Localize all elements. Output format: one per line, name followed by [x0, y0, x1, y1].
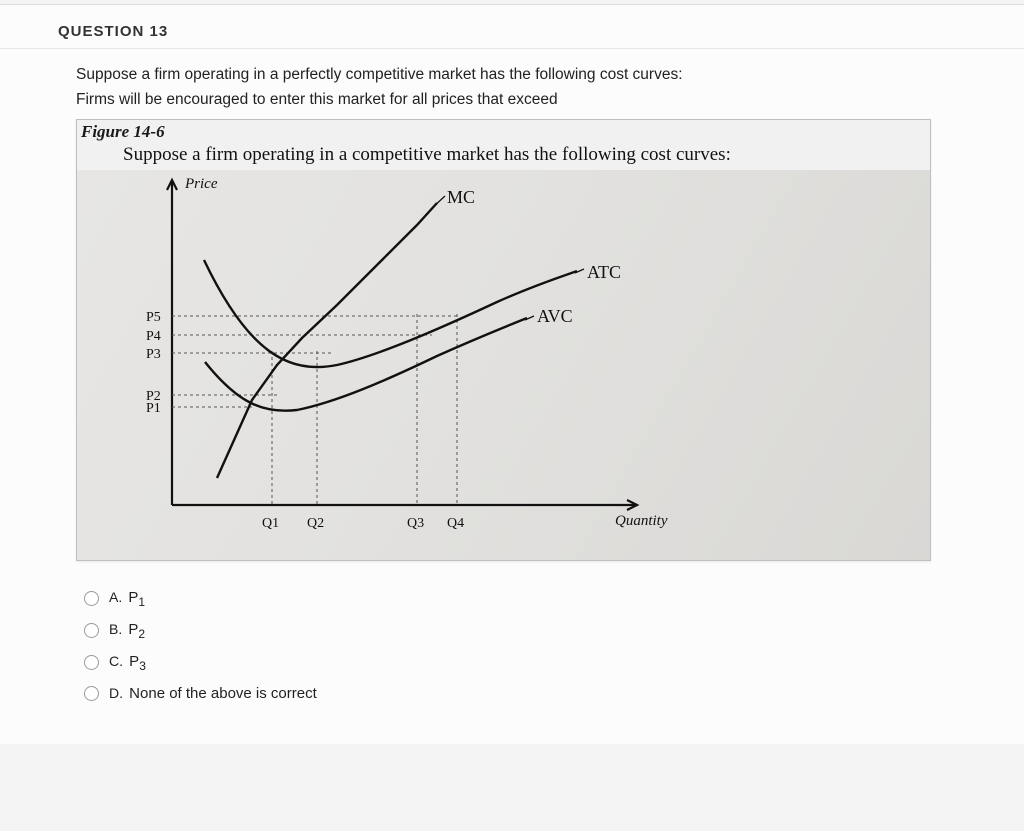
- option-d-text: None of the above is correct: [129, 685, 317, 702]
- option-c-sub: 3: [139, 659, 146, 673]
- svg-text:Q2: Q2: [307, 516, 324, 531]
- prompt-line-2: Firms will be encouraged to enter this m…: [76, 88, 1024, 113]
- svg-text:Q4: Q4: [447, 516, 464, 531]
- svg-text:Q3: Q3: [407, 516, 424, 531]
- question-header: QUESTION 13: [0, 23, 1024, 49]
- svg-text:MC: MC: [447, 187, 475, 207]
- option-c-text: P: [129, 653, 139, 670]
- radio-d[interactable]: [84, 686, 99, 701]
- option-b-letter: B.: [109, 621, 122, 637]
- option-d-letter: D.: [109, 685, 123, 701]
- chart-svg: P5P4P3P2P1Q1Q2Q3Q4PriceMCATCAVCQuantity: [77, 170, 930, 560]
- svg-text:Quantity: Quantity: [615, 513, 668, 529]
- option-c[interactable]: C. P3: [84, 653, 1024, 673]
- svg-text:P5: P5: [146, 310, 161, 325]
- option-d[interactable]: D. None of the above is correct: [84, 685, 1024, 702]
- svg-text:ATC: ATC: [587, 262, 621, 282]
- option-a-text: P: [128, 589, 138, 606]
- option-a[interactable]: A. P1: [84, 589, 1024, 609]
- figure: Figure 14-6 Suppose a firm operating in …: [76, 119, 931, 561]
- question-container: QUESTION 13 Suppose a firm operating in …: [0, 4, 1024, 744]
- cost-curves-chart: P5P4P3P2P1Q1Q2Q3Q4PriceMCATCAVCQuantity: [77, 170, 930, 560]
- svg-text:P3: P3: [146, 347, 161, 362]
- radio-a[interactable]: [84, 591, 99, 606]
- option-b-sub: 2: [138, 627, 145, 641]
- prompt-line-1: Suppose a firm operating in a perfectly …: [76, 63, 1024, 88]
- option-b[interactable]: B. P2: [84, 621, 1024, 641]
- option-c-letter: C.: [109, 653, 123, 669]
- figure-title: Figure 14-6: [77, 120, 930, 142]
- option-b-text: P: [128, 621, 138, 638]
- radio-c[interactable]: [84, 655, 99, 670]
- figure-subtitle: Suppose a firm operating in a competitiv…: [77, 142, 930, 170]
- svg-text:P1: P1: [146, 401, 161, 416]
- question-prompt: Suppose a firm operating in a perfectly …: [0, 63, 1024, 113]
- radio-b[interactable]: [84, 623, 99, 638]
- svg-text:P4: P4: [146, 329, 161, 344]
- svg-text:Price: Price: [184, 176, 218, 192]
- svg-text:Q1: Q1: [262, 516, 279, 531]
- svg-text:AVC: AVC: [537, 306, 573, 326]
- option-a-sub: 1: [138, 595, 145, 609]
- answer-options: A. P1 B. P2 C. P3 D. None of the above i…: [0, 561, 1024, 702]
- option-a-letter: A.: [109, 589, 122, 605]
